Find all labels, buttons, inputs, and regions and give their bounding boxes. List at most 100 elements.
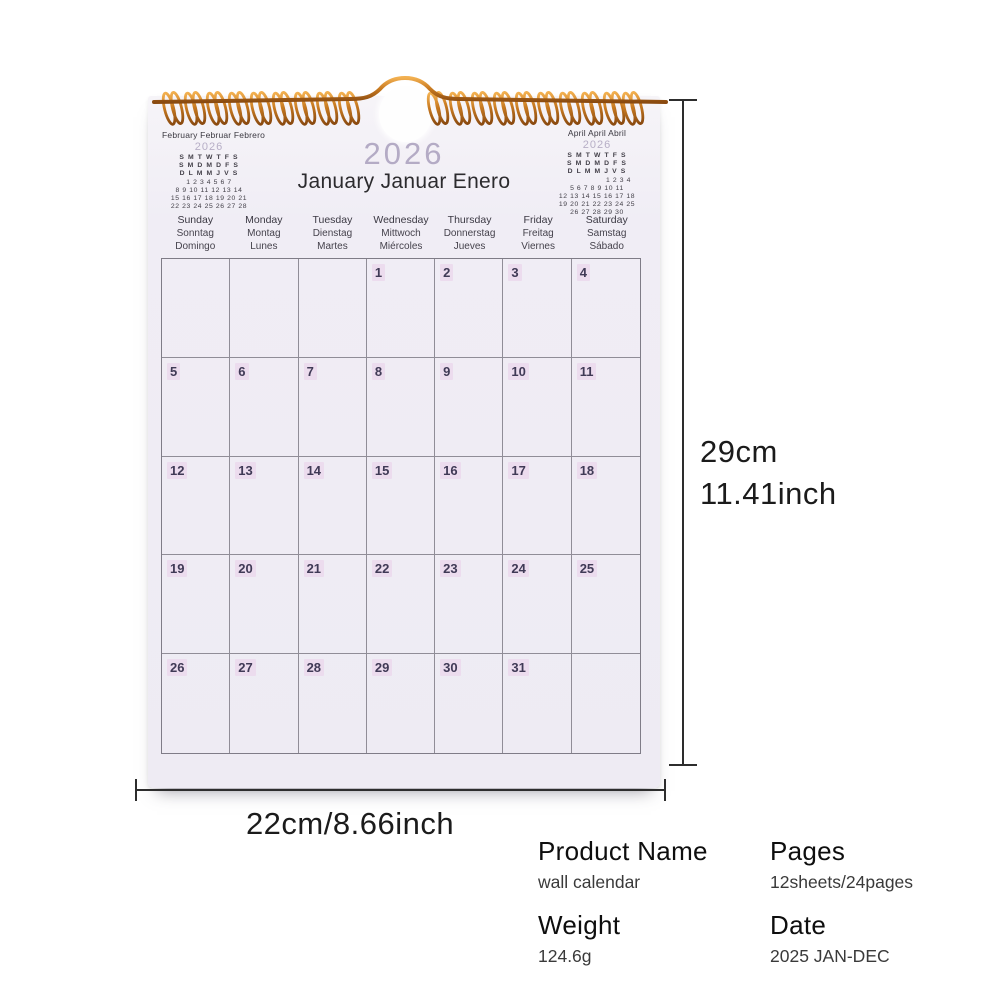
mini-calendar-week: 26 27 28 29 30 [570, 209, 624, 217]
weekday-label: Domingo [175, 241, 216, 252]
calendar-cell: 4 [571, 259, 640, 358]
calendar-cell: 3 [503, 259, 572, 358]
date-number: 3 [508, 264, 522, 281]
calendar-cell [230, 259, 299, 358]
weekday-label: Friday [523, 214, 553, 226]
weekday-friday: Friday Freitag Viernes [504, 214, 573, 253]
calendar-cell: 2 [435, 259, 504, 358]
mini-calendar-week: 19 20 21 22 23 24 25 [558, 201, 636, 209]
date-number: 25 [576, 560, 598, 578]
weekday-label: Viernes [521, 241, 555, 252]
calendar-cell: 9 [435, 357, 504, 457]
height-dimension-line [682, 100, 684, 766]
weekday-thursday: Thursday Donnerstag Jueves [435, 214, 504, 253]
calendar-cell: 19 [162, 555, 231, 655]
mini-calendar-weekdays: S M D M D F S [179, 162, 239, 170]
date-number: 28 [303, 659, 325, 677]
calendar-cell [298, 259, 367, 358]
date-number: 16 [440, 461, 461, 479]
date-number: 17 [508, 461, 529, 479]
calendar-page: February Februar Febrero 2026 S M T W T … [148, 86, 660, 788]
weekday-label: Donnerstag [443, 228, 496, 239]
calendar-cell: 11 [571, 358, 640, 457]
calendar-cell: 31 [503, 654, 572, 753]
weekday-label: Saturday [585, 214, 628, 226]
weekday-wednesday: Wednesday Mittwoch Miércoles [367, 214, 436, 253]
weekday-label: Mittwoch [381, 228, 421, 239]
hanging-hole [379, 86, 432, 142]
year-title: 2026 [363, 136, 445, 171]
mini-calendar-week: 12 13 14 15 16 17 18 [558, 193, 636, 201]
date-number: 14 [303, 461, 325, 479]
mini-calendar-weekdays: S M T W T F S [179, 154, 239, 161]
mini-calendar-weekdays: D L M M J V S [567, 168, 627, 176]
date-number: 18 [576, 461, 598, 479]
weekday-label: Sonntag [176, 228, 214, 239]
calendar-cell: 20 [230, 555, 299, 655]
calendar-cell: 6 [230, 357, 299, 457]
mini-calendar-week: 15 16 17 18 19 20 21 [170, 195, 248, 203]
detail-value: 12sheets/24pages [770, 872, 914, 892]
calendar-cell: 15 [366, 456, 436, 556]
weekday-label: Tuesday [312, 214, 353, 226]
mini-calendar-title: April April Abril [567, 128, 627, 138]
weekday-tuesday: Tuesday Dienstag Martes [298, 214, 367, 253]
date-number: 6 [235, 362, 249, 380]
date-number: 1 [371, 264, 386, 281]
calendar-cell: 27 [230, 654, 299, 753]
date-number: 10 [508, 362, 529, 380]
date-number: 30 [440, 659, 461, 677]
mini-calendar-title: February Februar Febrero [162, 130, 266, 140]
mini-calendar-weekdays: S M D M D F S [567, 160, 627, 168]
weekday-label: Jueves [453, 241, 486, 252]
weekday-label: Freitag [522, 228, 554, 239]
weekday-label: Lunes [250, 241, 278, 252]
calendar-cell: 24 [503, 555, 572, 655]
calendar-cell: 21 [298, 555, 367, 655]
mini-calendar-week: 5 6 7 8 9 10 11 [570, 184, 624, 192]
calendar-cell: 25 [571, 555, 640, 655]
date-number: 19 [167, 560, 188, 578]
date-number: 4 [576, 264, 590, 281]
date-number: 7 [303, 362, 317, 380]
calendar-cell: 22 [366, 555, 436, 655]
width-label: 22cm/8.66inch [245, 806, 455, 841]
month-grid: 1 2 3 4 5 6 7 8 9 10 11 12 13 14 15 16 1… [161, 258, 641, 754]
detail-date: Date 2025 JAN-DEC [770, 910, 978, 967]
calendar-cell: 14 [298, 456, 367, 556]
weekday-label: Samstag [586, 228, 627, 239]
detail-value: wall calendar [538, 872, 641, 892]
weekday-label: Monday [245, 214, 283, 226]
date-number: 15 [371, 461, 393, 479]
date-number: 20 [235, 560, 256, 578]
mini-calendar-week: 1 2 3 4 [606, 176, 631, 184]
calendar-cell: 28 [299, 654, 367, 753]
mini-calendar-year: 2026 [194, 141, 224, 153]
date-number: 9 [440, 362, 454, 380]
weekday-label: Miércoles [379, 241, 423, 252]
detail-label: Product Name [538, 836, 708, 866]
weekday-label: Martes [317, 241, 348, 252]
calendar-cell: 8 [366, 357, 436, 457]
weekday-label: Wednesday [373, 214, 429, 226]
detail-label: Weight [538, 910, 621, 940]
mini-calendar-week: 8 9 10 11 12 13 14 [175, 186, 243, 194]
weekday-label: Sábado [589, 241, 624, 252]
calendar-cell: 29 [367, 654, 436, 753]
calendar-cell: 17 [503, 456, 572, 556]
date-number: 12 [167, 461, 188, 479]
date-number: 5 [167, 362, 181, 380]
calendar-cell: 23 [435, 555, 504, 655]
height-dimension-cap-top [669, 99, 697, 101]
detail-label: Date [770, 910, 827, 940]
date-number: 24 [508, 560, 529, 578]
date-number: 29 [371, 659, 393, 677]
mini-calendar-year: 2026 [582, 139, 612, 151]
detail-label: Pages [770, 836, 846, 866]
spiral-binding [152, 75, 668, 127]
date-number: 21 [303, 560, 325, 578]
detail-product-name: Product Name wall calendar [538, 836, 770, 893]
calendar-cell [572, 654, 640, 753]
mini-calendar-weekdays: S M T W T F S [567, 152, 627, 159]
